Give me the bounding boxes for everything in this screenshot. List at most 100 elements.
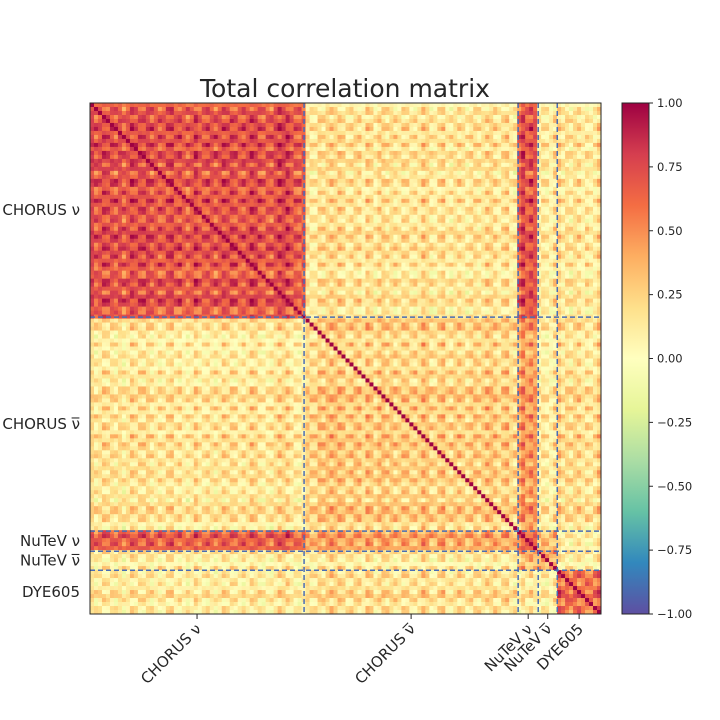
heatmap-cell	[233, 106, 239, 112]
heatmap-cell	[509, 146, 514, 152]
heatmap-cell	[297, 110, 302, 116]
heatmap-cell	[133, 210, 139, 216]
heatmap-cell	[401, 154, 406, 160]
heatmap-cell	[245, 138, 251, 144]
heatmap-cell	[209, 254, 215, 260]
heatmap-cell	[293, 230, 298, 236]
heatmap-cell	[417, 170, 422, 176]
heatmap-cell	[425, 186, 430, 192]
heatmap-cell	[213, 138, 219, 144]
heatmap-cell	[305, 158, 310, 164]
heatmap-cell	[485, 150, 490, 156]
heatmap-cell	[301, 154, 306, 160]
heatmap-cell	[161, 254, 167, 260]
heatmap-cell	[341, 114, 346, 120]
heatmap-cell	[153, 118, 159, 124]
heatmap-cell	[257, 146, 263, 152]
heatmap-cell	[329, 170, 334, 176]
heatmap-cell	[429, 106, 434, 112]
heatmap-cell	[561, 134, 566, 140]
heatmap-cell	[229, 238, 235, 244]
heatmap-cell	[349, 230, 354, 236]
heatmap-cell	[269, 206, 274, 212]
heatmap-cell	[113, 118, 119, 124]
heatmap-cell	[309, 218, 314, 224]
heatmap-cell	[121, 122, 127, 128]
heatmap-cell	[461, 103, 466, 108]
heatmap-cell	[333, 118, 338, 124]
heatmap-cell	[333, 106, 338, 112]
heatmap-cell	[193, 226, 199, 232]
heatmap-cell	[157, 190, 163, 196]
heatmap-cell	[545, 122, 550, 128]
heatmap-cell	[201, 174, 207, 180]
heatmap-cell	[541, 246, 546, 252]
heatmap-cell	[381, 166, 386, 172]
heatmap-cell	[293, 242, 298, 248]
heatmap-cell	[573, 254, 578, 260]
heatmap-cell	[373, 246, 378, 252]
heatmap-cell	[237, 126, 243, 132]
heatmap-cell	[313, 166, 318, 172]
heatmap-cell	[485, 122, 490, 128]
heatmap-cell	[349, 103, 354, 108]
heatmap-cell	[501, 110, 506, 116]
heatmap-cell	[565, 202, 570, 208]
heatmap-cell	[553, 178, 558, 184]
heatmap-cell	[149, 103, 155, 108]
heatmap-cell	[293, 194, 298, 200]
heatmap-cell	[225, 218, 231, 224]
heatmap-cell	[501, 170, 506, 176]
heatmap-cell	[485, 110, 490, 116]
heatmap-cell	[445, 230, 450, 236]
heatmap-cell	[125, 126, 131, 132]
heatmap-cell	[357, 130, 362, 136]
heatmap-cell	[197, 246, 203, 252]
heatmap-cell	[497, 210, 502, 216]
heatmap-cell	[517, 150, 522, 156]
heatmap-cell	[537, 122, 542, 128]
heatmap-cell	[313, 146, 318, 152]
heatmap-cell	[409, 166, 414, 172]
heatmap-cell	[165, 218, 171, 224]
heatmap-cell	[317, 174, 322, 180]
heatmap-cell	[93, 118, 99, 124]
heatmap-cell	[533, 250, 538, 256]
heatmap-cell	[485, 234, 490, 240]
heatmap-cell	[461, 154, 466, 160]
heatmap-cell	[513, 198, 518, 204]
heatmap-cell	[337, 210, 342, 216]
heatmap-cell	[505, 238, 510, 244]
heatmap-cell	[269, 114, 274, 120]
heatmap-cell	[501, 146, 506, 152]
heatmap-cell	[229, 206, 235, 212]
heatmap-cell	[449, 222, 454, 228]
heatmap-cell	[321, 190, 326, 196]
heatmap-cell	[265, 214, 270, 220]
heatmap-cell	[285, 194, 290, 200]
heatmap-cell	[493, 138, 498, 144]
heatmap-cell	[129, 134, 135, 140]
heatmap-cell	[581, 146, 586, 152]
heatmap-cell	[369, 130, 374, 136]
heatmap-cell	[269, 190, 274, 196]
heatmap-cell	[209, 158, 215, 164]
heatmap-cell	[489, 174, 494, 180]
heatmap-cell	[553, 198, 558, 204]
heatmap-cell	[157, 230, 163, 236]
heatmap-cell	[169, 126, 175, 132]
heatmap-cell	[445, 210, 450, 216]
heatmap-cell	[461, 134, 466, 140]
heatmap-cell	[241, 246, 247, 252]
heatmap-cell	[465, 226, 470, 232]
heatmap-cell	[133, 154, 139, 160]
heatmap-cell	[361, 114, 366, 120]
heatmap-cell	[429, 198, 434, 204]
heatmap-cell	[509, 118, 514, 124]
heatmap-cell	[305, 202, 310, 208]
heatmap-cell	[357, 214, 362, 220]
heatmap-cell	[409, 162, 414, 168]
heatmap-cell	[341, 134, 346, 140]
heatmap-cell	[173, 126, 179, 132]
heatmap-cell	[133, 134, 139, 140]
